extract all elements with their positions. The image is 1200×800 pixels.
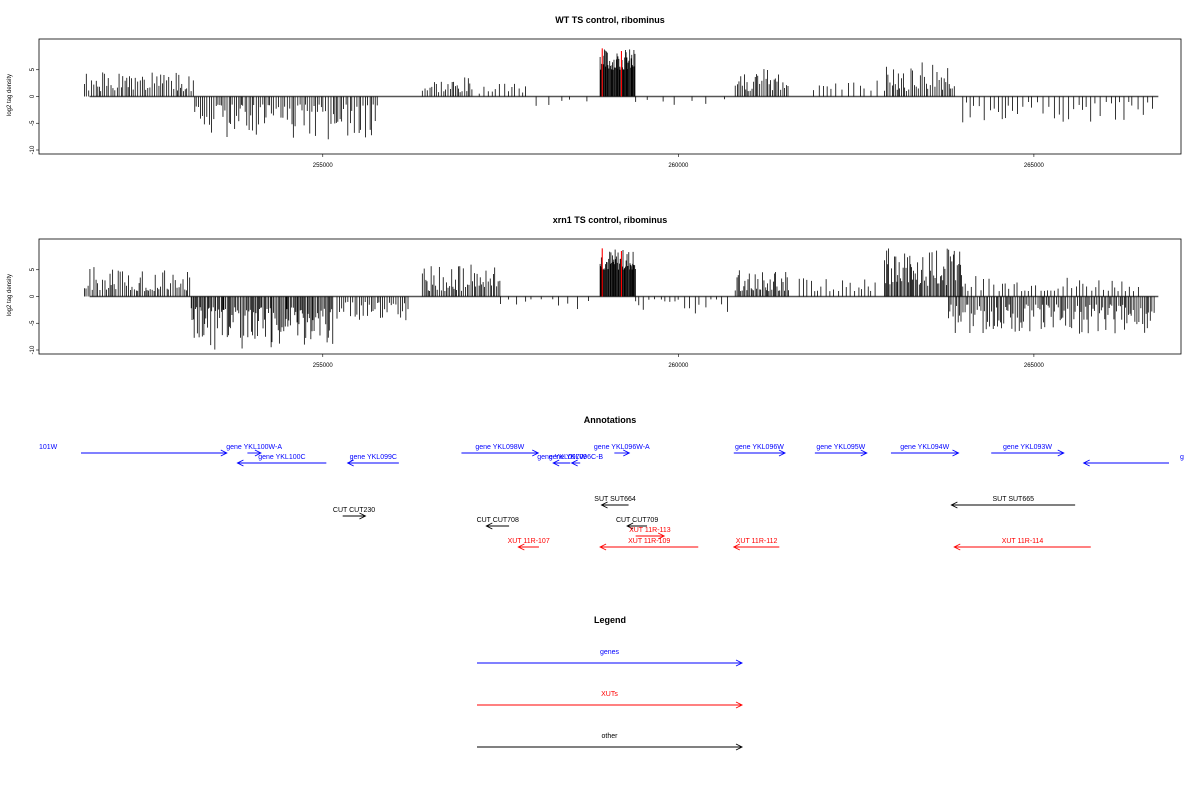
- annotation-arrowhead: [1082, 459, 1090, 467]
- annotation-arrowhead: [860, 449, 868, 457]
- annotation-label: XUT 11R-113: [629, 527, 671, 534]
- y-tick-label: -5: [30, 120, 36, 126]
- annotation-arrowhead: [485, 522, 493, 530]
- y-axis-label-wt: log2 tag density: [7, 74, 13, 116]
- legend-arrowhead: [735, 743, 744, 751]
- annotation-label: SUT SUT664: [594, 496, 636, 503]
- annotation-label: gene YKL097W: [537, 454, 586, 461]
- annotation-label: gene YKL096W-A: [594, 444, 650, 451]
- annotation-label: g: [1180, 454, 1184, 461]
- x-tick-label: 265000: [1024, 163, 1045, 169]
- annotation-label: gene YKL098W: [475, 444, 524, 451]
- y-tick-label: 0: [30, 294, 36, 298]
- annotation-label: CUT CUT708: [477, 517, 519, 524]
- y-axis-label-xrn1: log2 tag density: [7, 274, 13, 316]
- annotation-arrowhead: [952, 449, 960, 457]
- y-tick-label: -5: [30, 320, 36, 326]
- annotation-arrowhead: [599, 543, 607, 551]
- annotation-label: XUT 11R-114: [1002, 538, 1044, 545]
- annotation-label: SUT SUT665: [993, 496, 1035, 503]
- x-axis-ticks-xrn1: 255000 260000 265000: [313, 354, 1045, 369]
- annotation-label: 101W: [39, 444, 58, 451]
- annotation-arrowhead: [532, 449, 540, 457]
- legend-section: Legend genes XUTs other: [477, 615, 744, 751]
- legend-label: XUTs: [601, 691, 618, 698]
- legend-arrowhead: [735, 659, 744, 667]
- annotation-label: CUT CUT709: [616, 517, 658, 524]
- y-tick-label: -10: [30, 345, 36, 354]
- annotation-arrowhead: [359, 512, 367, 520]
- annotation-arrowhead: [600, 501, 608, 509]
- annotation-arrowhead: [732, 543, 741, 551]
- data-bars-wt: [84, 48, 1159, 140]
- annotation-label: XUT 11R-112: [736, 538, 778, 545]
- annotation-label: gene YKL099C: [350, 454, 397, 461]
- annotation-arrowhead: [657, 532, 666, 540]
- annotation-arrowhead: [236, 459, 244, 467]
- annotation-label: gene YKL095W: [816, 444, 865, 451]
- y-tick-label: -10: [30, 145, 36, 154]
- annotations-section: Annotations 101W gene YKL100W-A gene YKL10…: [39, 415, 1184, 551]
- annotation-label: gene YKL100W-A: [226, 444, 282, 451]
- panel-wt: WT TS control, ribominus log2 tag densit…: [7, 15, 1182, 169]
- annotation-arrowhead: [517, 543, 525, 551]
- annotation-arrowhead: [346, 459, 354, 467]
- annotation-label: gene YKL093W: [1003, 444, 1052, 451]
- legend-label: other: [602, 733, 619, 740]
- x-tick-label: 255000: [313, 363, 334, 369]
- legend-items: genes XUTs other: [477, 649, 744, 751]
- annotation-arrowhead: [570, 459, 578, 467]
- data-bars-xrn1: [84, 248, 1159, 350]
- annotation-arrowhead: [953, 543, 961, 551]
- x-tick-label: 260000: [668, 163, 689, 169]
- annotation-label: XUT 11R-107: [508, 538, 550, 545]
- annotation-arrowhead: [552, 459, 560, 467]
- annotation-arrowhead: [623, 449, 631, 457]
- y-axis-ticks-wt: -10 -5 0 5: [30, 67, 39, 154]
- y-tick-label: 5: [30, 267, 36, 271]
- annotation-label: CUT CUT230: [333, 507, 375, 514]
- y-tick-label: 0: [30, 94, 36, 98]
- panel-xrn1: xrn1 TS control, ribominus log2 tag dens…: [7, 215, 1182, 369]
- annotation-arrowhead: [626, 522, 634, 530]
- y-tick-label: 5: [30, 67, 36, 71]
- x-tick-label: 260000: [668, 363, 689, 369]
- annotation-tracks: 101W gene YKL100W-A gene YKL100C gene YKL09…: [39, 444, 1184, 551]
- x-axis-ticks-wt: 255000 260000 265000: [313, 154, 1045, 169]
- panel-title-wt: WT TS control, ribominus: [555, 15, 665, 25]
- x-tick-label: 265000: [1024, 363, 1045, 369]
- annotation-arrowhead: [950, 501, 958, 509]
- annotation-arrowhead: [220, 449, 228, 457]
- y-axis-ticks-xrn1: -10 -5 0 5: [30, 267, 39, 354]
- annotation-arrowhead: [254, 449, 262, 457]
- legend-label: genes: [600, 649, 620, 656]
- annotation-arrowhead: [778, 449, 787, 457]
- legend-arrowhead: [735, 701, 744, 709]
- annotation-label: gene YKL094W: [900, 444, 949, 451]
- annotation-label: gene YKL100C: [258, 454, 305, 461]
- panel-title-xrn1: xrn1 TS control, ribominus: [553, 215, 668, 225]
- annotations-title: Annotations: [584, 415, 637, 425]
- annotation-label: gene YKL096W: [735, 444, 784, 451]
- legend-title: Legend: [594, 615, 626, 625]
- x-tick-label: 255000: [313, 163, 334, 169]
- annotation-label: gene YKL096C-B: [549, 454, 604, 461]
- annotation-arrowhead: [1057, 449, 1065, 457]
- annotation-label: XUT 11R-109: [628, 538, 670, 545]
